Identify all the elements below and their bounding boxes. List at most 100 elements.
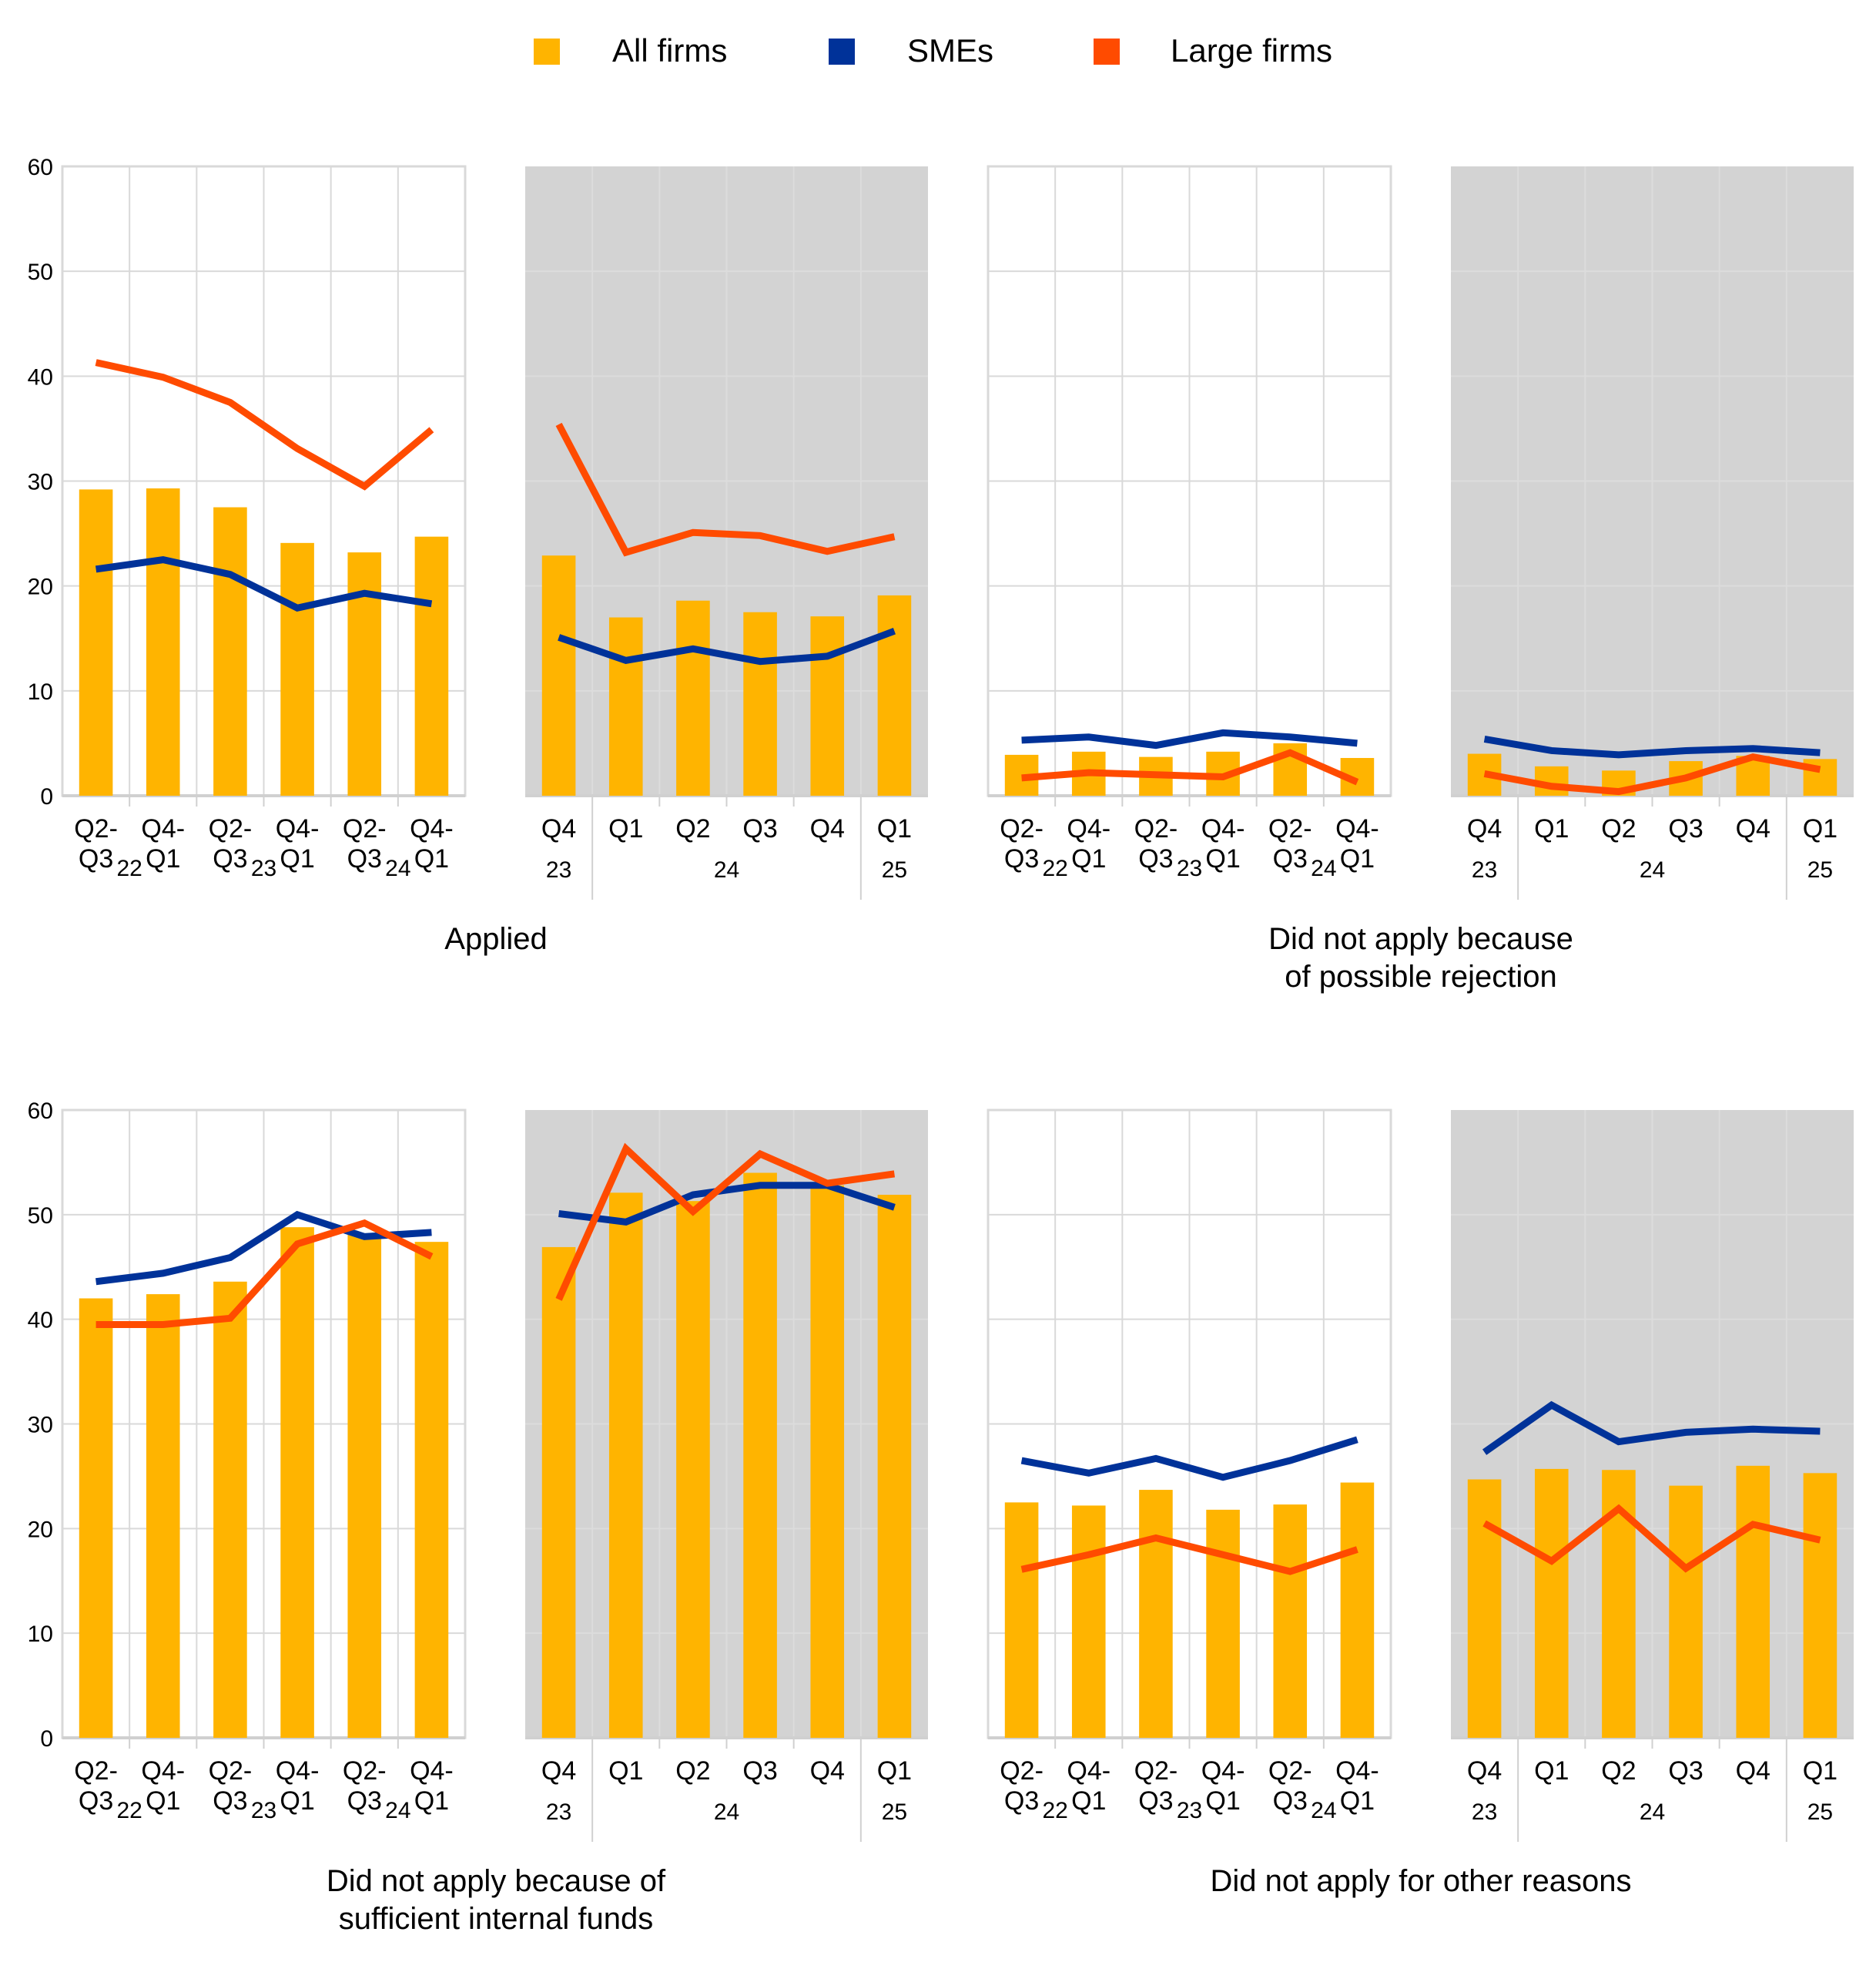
x-tick-label: Q3 [347, 1786, 382, 1816]
title-internal-funds-line2: sufficient internal funds [339, 1902, 653, 1936]
y-tick-label: 10 [28, 679, 53, 705]
x-year-label: 22 [1042, 856, 1067, 881]
line-large-firms [95, 359, 434, 491]
legend-swatch-all-firms [534, 39, 560, 65]
line-large-firms [555, 422, 896, 557]
x-year-label: 22 [116, 856, 142, 881]
legend: All firms SMEs Large firms [534, 32, 1332, 69]
bar-all-firms [1669, 1485, 1703, 1738]
x-tick-label: Q3 [1138, 1786, 1173, 1816]
bar-all-firms [810, 1185, 845, 1738]
x-tick-label: Q3 [79, 844, 113, 874]
x-tick-label: Q4- [410, 814, 454, 843]
x-tick-label: Q1 [1340, 844, 1375, 874]
line-large-firms [1021, 749, 1359, 786]
x-year-label: 23 [546, 857, 571, 883]
panels: 0102030405060Q2-Q3Q4-Q1Q2-Q3Q4-Q1Q2-Q3Q4… [28, 155, 1854, 1842]
x-tick-label: Q4- [1201, 814, 1245, 843]
x-tick-label: Q1 [1205, 844, 1240, 874]
x-tick-label: Q4- [141, 1756, 185, 1786]
x-tick-label: Q4 [541, 1756, 576, 1786]
bar-all-firms [414, 536, 449, 796]
panel-4: 0102030405060Q2-Q3Q4-Q1Q2-Q3Q4-Q1Q2-Q3Q4… [28, 1098, 467, 1823]
bar-all-firms [213, 507, 247, 796]
x-tick-label: Q2- [74, 814, 118, 843]
x-year-label: 24 [1311, 1798, 1336, 1823]
y-tick-label: 20 [28, 575, 53, 600]
y-tick-label: 50 [28, 1203, 53, 1229]
x-tick-label: Q2 [1601, 814, 1636, 843]
x-tick-label: Q1 [280, 1786, 314, 1816]
x-tick-label: Q3 [1273, 844, 1308, 874]
x-tick-label: Q3 [347, 844, 382, 874]
x-year-label: 23 [1472, 857, 1497, 883]
bar-all-firms [810, 616, 845, 796]
x-tick-label: Q3 [742, 1756, 777, 1786]
x-tick-label: Q2- [209, 814, 253, 843]
x-tick-label: Q4- [1067, 814, 1111, 843]
x-tick-label: Q1 [608, 814, 643, 843]
x-tick-label: Q3 [742, 814, 777, 843]
x-tick-label: Q2- [74, 1756, 118, 1786]
y-tick-label: 60 [28, 1098, 53, 1124]
bar-all-firms [213, 1281, 247, 1738]
panel-0: 0102030405060Q2-Q3Q4-Q1Q2-Q3Q4-Q1Q2-Q3Q4… [28, 155, 467, 881]
bar-all-firms [1803, 1473, 1837, 1738]
line-smes [1482, 1400, 1821, 1455]
x-tick-label: Q2- [1000, 814, 1044, 843]
panel-5: Q4 Q1 Q2 Q3 Q4 Q1 23 24 25 [525, 1110, 928, 1842]
x-tick-label: Q1 [146, 844, 180, 874]
x-tick-label: Q4- [141, 814, 185, 843]
x-tick-label: Q2 [675, 814, 710, 843]
bar-all-firms [1340, 1482, 1375, 1738]
x-year-label: 24 [714, 857, 739, 883]
bar-all-firms [1206, 1509, 1240, 1738]
bar-all-firms [1004, 1502, 1039, 1738]
x-tick-label: Q3 [1004, 844, 1039, 874]
y-tick-label: 30 [28, 470, 53, 495]
x-year-label: 23 [251, 1798, 276, 1823]
x-tick-label: Q4 [810, 1756, 845, 1786]
bar-all-firms [1534, 1468, 1569, 1738]
x-year-label: 24 [1311, 856, 1336, 881]
x-tick-label: Q4- [276, 814, 320, 843]
title-rejection-line1: Did not apply because [1268, 922, 1573, 956]
x-tick-label: Q4 [541, 814, 576, 843]
panel-titles: Applied Did not apply because of possibl… [327, 922, 1632, 1936]
x-tick-label: Q2- [209, 1756, 253, 1786]
x-year-label: 24 [714, 1799, 739, 1825]
x-tick-label: Q1 [1071, 1786, 1106, 1816]
bar-all-firms [541, 1246, 576, 1738]
bar-all-firms [1736, 1465, 1770, 1738]
bar-all-firms [877, 595, 912, 796]
bar-all-firms [280, 1227, 314, 1738]
y-tick-label: 60 [28, 155, 53, 180]
x-tick-label: Q2 [1601, 1756, 1636, 1786]
x-tick-label: Q4 [1467, 814, 1502, 843]
legend-swatch-smes [829, 39, 855, 65]
x-tick-label: Q2- [1134, 814, 1178, 843]
x-tick-label: Q1 [414, 844, 449, 874]
x-tick-label: Q3 [1273, 1786, 1308, 1816]
legend-swatch-large-firms [1094, 39, 1120, 65]
bar-all-firms [608, 1192, 643, 1738]
line-smes [1021, 729, 1358, 750]
x-tick-label: Q3 [79, 1786, 113, 1816]
x-year-label: 22 [1042, 1798, 1067, 1823]
panel-7: Q4 Q1 Q2 Q3 Q4 Q1 23 24 25 [1451, 1110, 1854, 1842]
x-year-label: 24 [385, 1798, 410, 1823]
bar-all-firms [541, 555, 576, 796]
x-tick-label: Q4- [1067, 1756, 1111, 1786]
x-tick-label: Q3 [213, 1786, 247, 1816]
x-tick-label: Q2- [343, 1756, 387, 1786]
y-tick-label: 40 [28, 1308, 53, 1333]
x-tick-label: Q1 [877, 1756, 912, 1786]
x-tick-label: Q1 [608, 1756, 643, 1786]
x-tick-label: Q2- [1268, 814, 1312, 843]
y-tick-label: 0 [40, 784, 53, 810]
title-other-reasons: Did not apply for other reasons [1211, 1864, 1632, 1898]
x-tick-label: Q2 [675, 1756, 710, 1786]
